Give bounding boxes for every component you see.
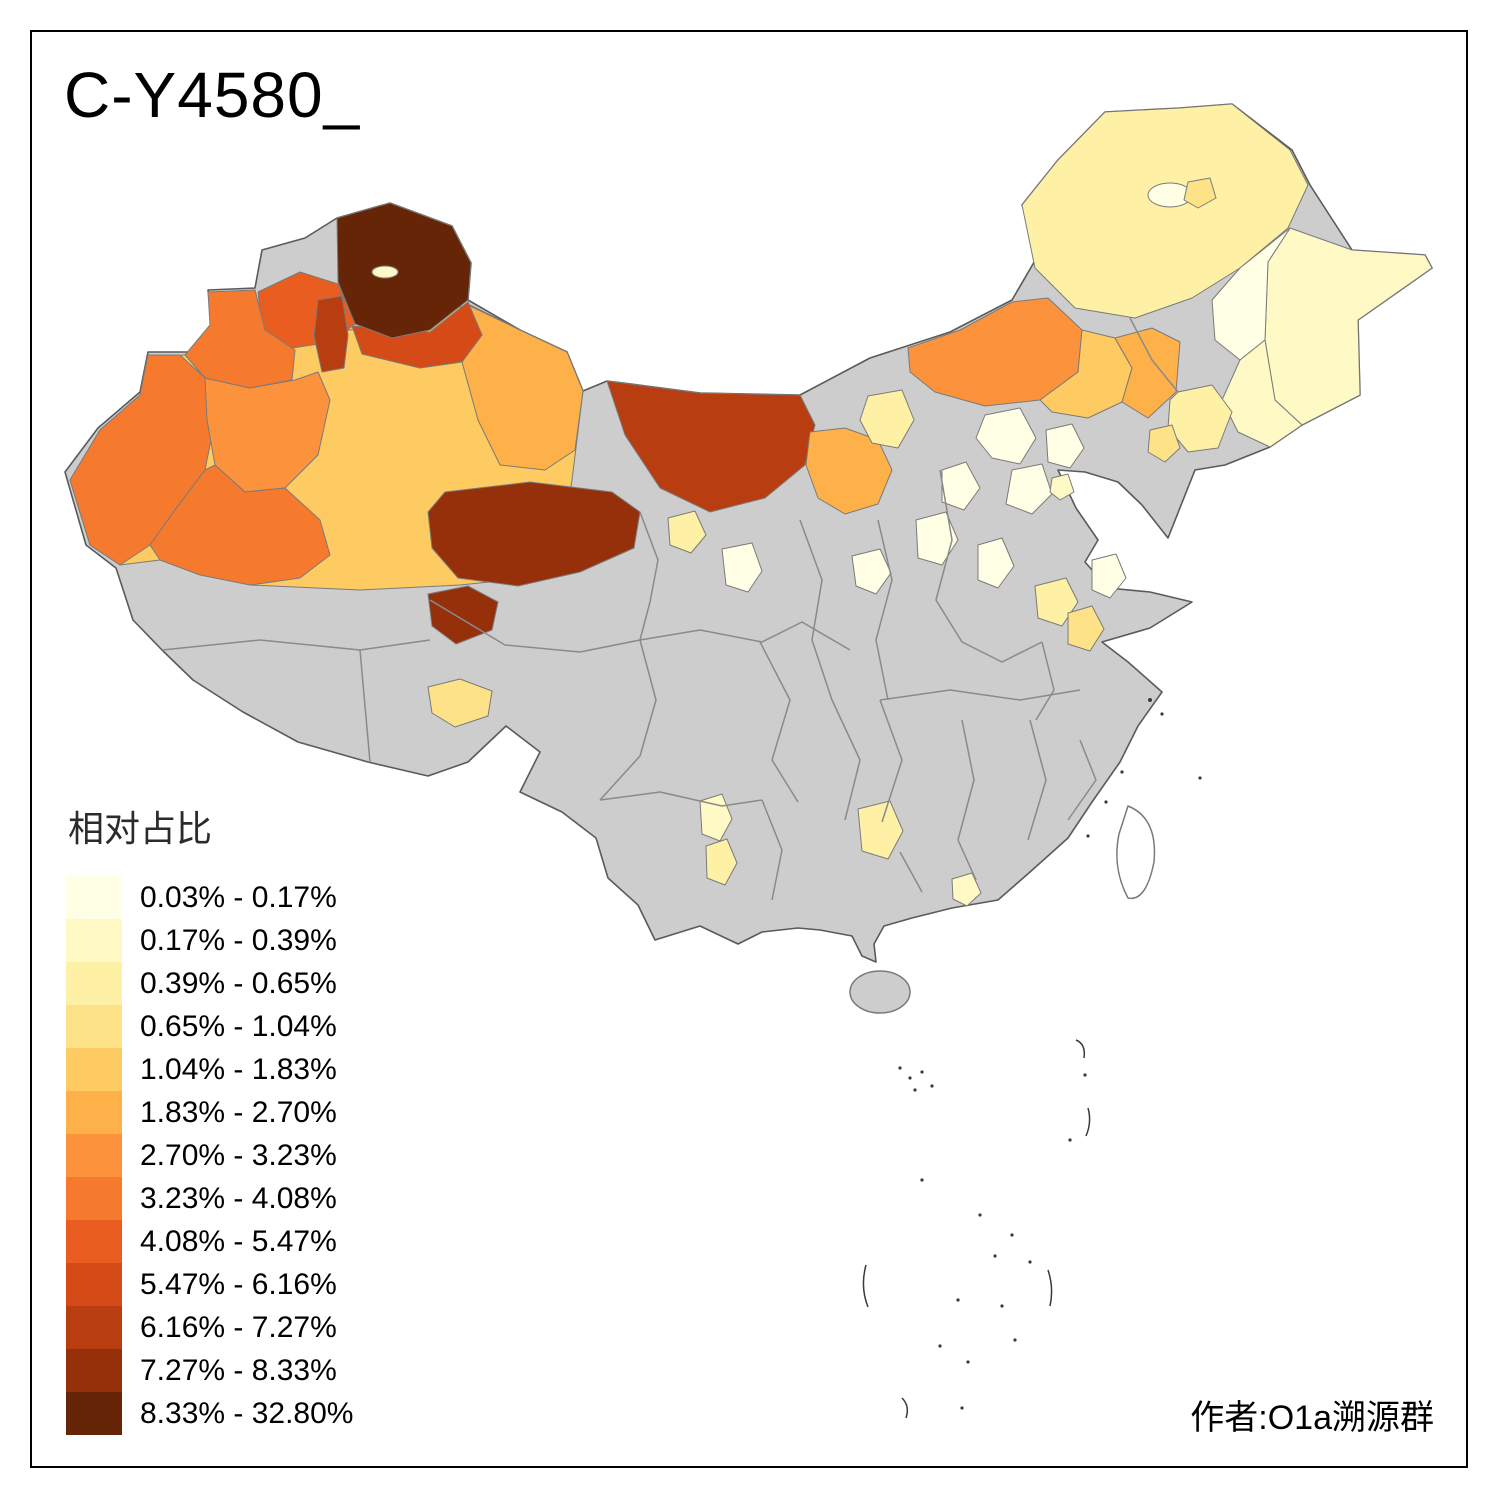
region-altay — [336, 202, 472, 339]
region-gansu-central — [667, 510, 707, 554]
region-hotan — [149, 464, 331, 586]
hulunbuir-inner-dark — [1183, 177, 1217, 209]
legend-label: 3.23% - 4.08% — [140, 1181, 337, 1215]
region-hebei-north — [975, 407, 1037, 465]
region-guizhou — [857, 800, 904, 860]
legend-label: 0.17% - 0.39% — [140, 923, 337, 957]
legend-item: 0.03% - 0.17% — [66, 876, 353, 919]
region-hulunbuir — [1021, 103, 1309, 319]
region-liaoning — [1167, 384, 1233, 453]
legend-item: 2.70% - 3.23% — [66, 1134, 353, 1177]
region-ili-valley — [313, 295, 349, 373]
legend-label: 0.65% - 1.04% — [140, 1009, 337, 1043]
region-shaanxi-north — [851, 548, 892, 595]
region-shanxi-north — [941, 461, 981, 511]
legend-swatch — [66, 1220, 122, 1263]
legend-swatch — [66, 1134, 122, 1177]
legend-item: 1.83% - 2.70% — [66, 1091, 353, 1134]
region-tianjin — [1049, 473, 1075, 501]
legend: 相对占比 0.03% - 0.17% 0.17% - 0.39% 0.39% -… — [66, 800, 353, 1435]
province-borders — [161, 317, 1179, 901]
legend-swatch — [66, 1263, 122, 1306]
author-credit: 作者:O1a溯源群 — [1190, 1399, 1434, 1437]
region-shanxi-south — [977, 537, 1015, 589]
region-shandong-south — [1067, 605, 1105, 652]
region-xilingol — [1114, 327, 1181, 419]
legend-label: 4.08% - 5.47% — [140, 1224, 337, 1258]
legend-label: 7.27% - 8.33% — [140, 1353, 337, 1387]
legend-label: 2.70% - 3.23% — [140, 1138, 337, 1172]
legend-swatch — [66, 876, 122, 919]
region-heilongjiang-east — [1264, 227, 1433, 426]
legend-item: 8.33% - 32.80% — [66, 1392, 353, 1435]
legend-label: 1.83% - 2.70% — [140, 1095, 337, 1129]
legend-label: 6.16% - 7.27% — [140, 1310, 337, 1344]
legend-item: 0.39% - 0.65% — [66, 962, 353, 1005]
region-beijing — [1045, 423, 1085, 469]
region-changji — [351, 301, 483, 369]
legend-swatch — [66, 1392, 122, 1435]
legend-item: 0.65% - 1.04% — [66, 1005, 353, 1048]
hainan-island — [849, 970, 911, 1014]
map-title: C-Y4580_ — [64, 59, 361, 131]
legend-item: 4.08% - 5.47% — [66, 1220, 353, 1263]
altay-lake — [371, 265, 399, 279]
taiwan-island — [1116, 805, 1156, 900]
region-liaoning-small — [1147, 424, 1181, 463]
sea-islands — [862, 698, 1202, 1419]
region-bayannur-ordos — [805, 427, 893, 515]
legend-title: 相对占比 — [68, 808, 213, 849]
legend-item: 6.16% - 7.27% — [66, 1306, 353, 1349]
legend-label: 8.33% - 32.80% — [140, 1396, 354, 1430]
region-shandong-north — [1091, 553, 1127, 599]
legend-label: 0.39% - 0.65% — [140, 966, 337, 1000]
region-ejina — [606, 380, 816, 513]
region-yunnan-central — [705, 838, 738, 886]
region-shanxi-central — [915, 511, 959, 566]
region-wuhai — [859, 389, 915, 449]
legend-swatch — [66, 1091, 122, 1134]
legend-swatch — [66, 1048, 122, 1091]
legend-swatch — [66, 962, 122, 1005]
legend-label: 1.04% - 1.83% — [140, 1052, 337, 1086]
legend-item: 3.23% - 4.08% — [66, 1177, 353, 1220]
region-ili — [184, 289, 296, 389]
region-qinghai-south — [427, 678, 493, 728]
region-guangxi-east — [951, 872, 982, 907]
legend-item: 1.04% - 1.83% — [66, 1048, 353, 1091]
legend-label: 5.47% - 6.16% — [140, 1267, 337, 1301]
legend-swatch — [66, 1349, 122, 1392]
region-haixi — [427, 481, 641, 587]
region-hebei-south — [1005, 463, 1053, 515]
legend-item: 5.47% - 6.16% — [66, 1263, 353, 1306]
legend-swatch — [66, 919, 122, 962]
legend-item: 7.27% - 8.33% — [66, 1349, 353, 1392]
legend-swatch — [66, 1005, 122, 1048]
legend-swatch — [66, 1177, 122, 1220]
legend-swatch — [66, 1306, 122, 1349]
legend-label: 0.03% - 0.17% — [140, 880, 337, 914]
region-gansu-south — [721, 542, 763, 593]
legend-item: 0.17% - 0.39% — [66, 919, 353, 962]
